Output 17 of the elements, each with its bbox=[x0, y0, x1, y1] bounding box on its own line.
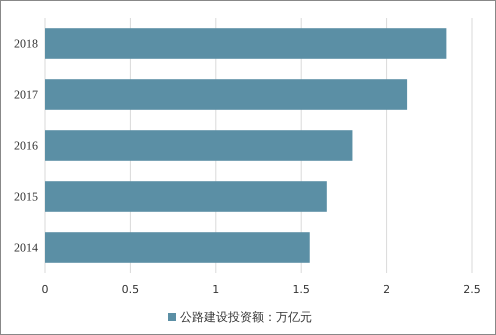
legend-label: 公路建设投资额：万亿元 bbox=[180, 310, 312, 324]
y-tick-label: 2018 bbox=[14, 36, 38, 51]
bar bbox=[45, 232, 310, 263]
x-tick-label: 2 bbox=[383, 283, 390, 296]
y-tick-label: 2017 bbox=[14, 88, 38, 102]
y-tick-label: 2016 bbox=[14, 138, 38, 153]
bar bbox=[45, 28, 446, 59]
bar bbox=[45, 79, 408, 110]
x-tick-label: 2.5 bbox=[463, 283, 481, 296]
y-tick-label: 2014 bbox=[14, 240, 38, 255]
x-tick-label: 1.5 bbox=[292, 283, 310, 296]
bar bbox=[45, 181, 327, 212]
bar bbox=[45, 130, 352, 161]
x-tick-label: 1 bbox=[212, 283, 220, 296]
x-tick-label: 0.5 bbox=[122, 283, 140, 296]
y-tick-label: 2015 bbox=[14, 190, 38, 204]
x-tick-label: 0 bbox=[42, 283, 48, 296]
